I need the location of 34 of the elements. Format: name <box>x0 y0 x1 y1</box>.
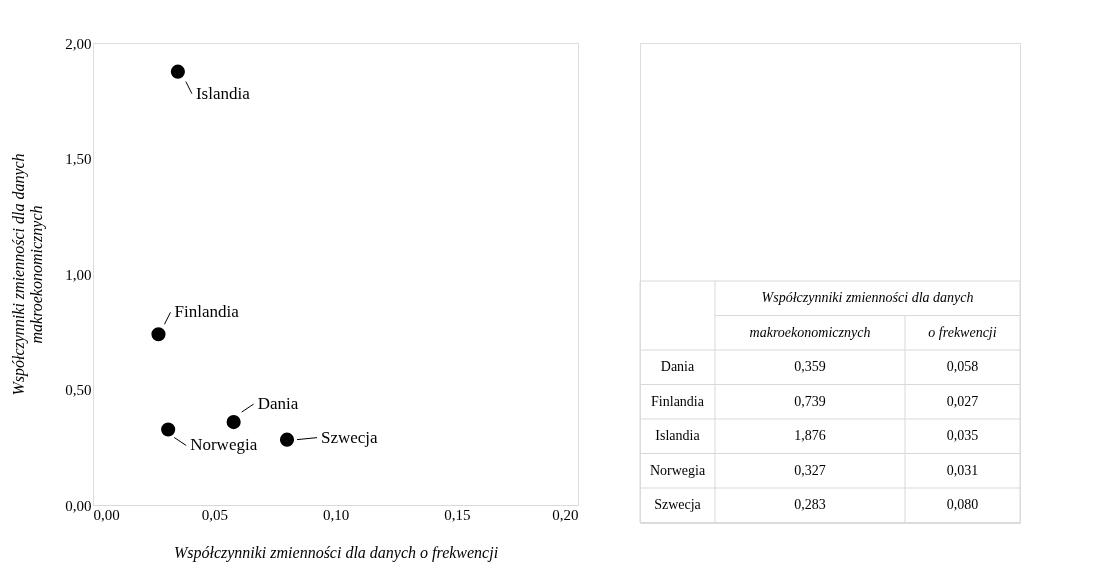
x-axis-title: Współczynniki zmienności dla danych o frekwencji <box>173 543 499 562</box>
y-axis-title: Współczynniki zmienności dla danych makroekonomicznych <box>10 153 47 396</box>
data-label: 0,031 <box>946 462 979 478</box>
x-tick-label: 0,00 <box>93 506 120 523</box>
text: makroekonomicznych <box>749 324 871 340</box>
annotation: Norwegia <box>190 435 258 455</box>
category-label: Islandia <box>655 428 701 444</box>
category-label: Norwegia <box>649 462 706 478</box>
x-tick-label: 0,10 <box>322 506 350 523</box>
text: o frekwencji <box>928 324 997 340</box>
category-label: Dania <box>660 359 695 375</box>
data-label: 0,739 <box>794 393 826 409</box>
annotation: Islandia <box>195 83 251 103</box>
data-label: 0,027 <box>946 393 979 409</box>
data-label: 0,283 <box>794 497 826 513</box>
data-label: 0,080 <box>946 497 979 513</box>
x-tick-label: 0,15 <box>444 506 471 523</box>
y-tick-label: 2,00 <box>65 35 92 52</box>
y-tick-label: 1,50 <box>65 151 92 167</box>
annotation: Szwecja <box>321 427 379 447</box>
data-label: 0,359 <box>794 359 826 375</box>
text: Współczynniki zmienności dla danych <box>761 290 974 306</box>
data-label: 0,327 <box>794 462 826 478</box>
annotation: Dania <box>257 394 299 414</box>
y-tick-label: 1,00 <box>65 266 92 283</box>
data-label: 0,035 <box>946 428 979 444</box>
x-tick-label: 0,20 <box>552 506 579 523</box>
category-label: Szwecja <box>654 497 702 513</box>
category-label: Finlandia <box>651 393 705 409</box>
x-tick-label: 0,05 <box>201 506 228 523</box>
y-tick-label: 0,50 <box>65 382 92 398</box>
data-label: 0,058 <box>946 359 979 375</box>
annotation: Finlandia <box>174 302 240 322</box>
data-label: 1,876 <box>794 428 826 444</box>
